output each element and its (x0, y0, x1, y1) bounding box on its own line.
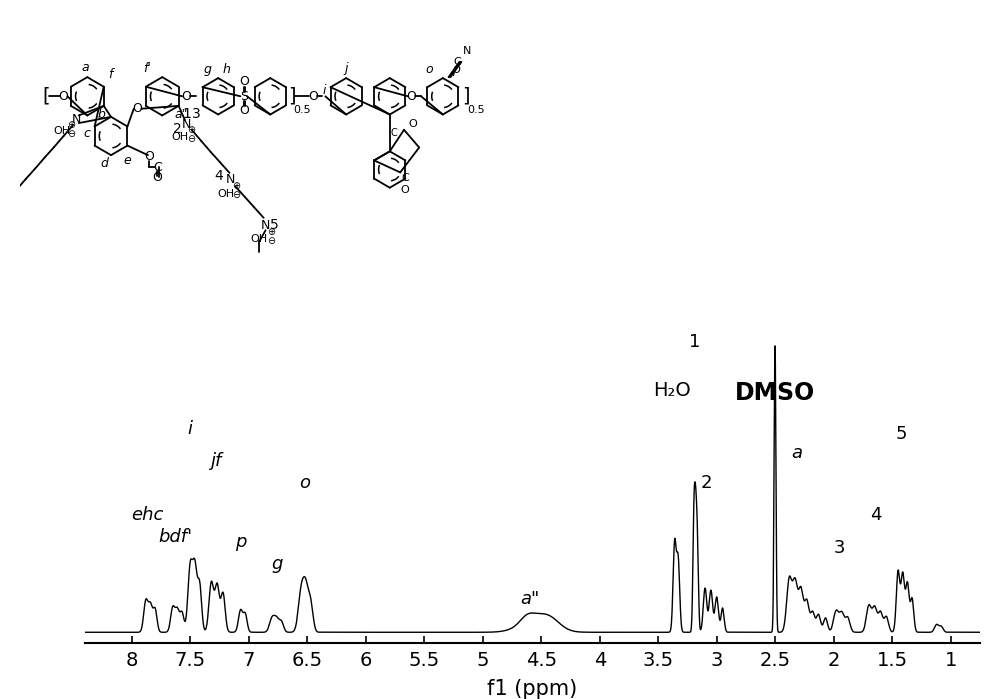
Text: o: o (426, 63, 433, 76)
Text: 1: 1 (182, 106, 191, 120)
Text: 5: 5 (270, 217, 278, 231)
Text: a": a" (520, 591, 539, 609)
Text: f: f (108, 69, 112, 81)
Text: p: p (235, 533, 246, 552)
Text: jf: jf (210, 452, 222, 470)
Text: a: a (791, 444, 802, 462)
Text: C: C (153, 161, 162, 173)
Text: ⊕: ⊕ (188, 125, 196, 136)
Text: N: N (462, 46, 471, 56)
Text: C: C (401, 173, 409, 183)
Text: i: i (323, 84, 326, 97)
Text: OH: OH (217, 189, 234, 199)
Text: N: N (182, 117, 192, 131)
Text: 1: 1 (689, 333, 700, 352)
Text: O: O (59, 89, 69, 103)
Text: f': f' (143, 62, 151, 75)
Text: OH: OH (251, 234, 268, 244)
Text: j: j (344, 62, 348, 75)
Text: O: O (181, 89, 191, 103)
Text: O: O (133, 102, 143, 115)
Text: N: N (261, 219, 270, 232)
Text: 0.5: 0.5 (467, 105, 485, 115)
Text: ⊕: ⊕ (267, 226, 275, 237)
Text: 4: 4 (870, 506, 882, 524)
Text: O: O (408, 119, 417, 129)
Text: 3: 3 (834, 539, 845, 556)
Text: C: C (453, 57, 461, 67)
Text: a: a (81, 61, 89, 74)
Text: OH: OH (53, 127, 70, 136)
Text: ⊕: ⊕ (232, 181, 240, 192)
Text: ]: ] (288, 87, 296, 106)
Text: p: p (452, 63, 460, 76)
Text: ⊖: ⊖ (267, 236, 275, 246)
Text: b: b (98, 108, 105, 121)
Text: e: e (124, 154, 131, 167)
Text: DMSO: DMSO (735, 381, 815, 405)
Text: OH: OH (172, 132, 189, 143)
Text: bdf': bdf' (158, 528, 192, 546)
Text: S: S (240, 89, 248, 103)
Text: ehc: ehc (131, 506, 163, 524)
Text: 2: 2 (173, 122, 182, 136)
Text: O: O (308, 89, 318, 103)
Text: N: N (226, 173, 235, 186)
Text: H₂O: H₂O (653, 381, 691, 400)
Text: O: O (401, 185, 409, 194)
Text: 4: 4 (215, 168, 223, 182)
Text: o: o (299, 474, 310, 492)
Text: i: i (188, 419, 193, 438)
Text: 2: 2 (700, 474, 712, 492)
Text: 5: 5 (896, 425, 907, 443)
X-axis label: f1 (ppm): f1 (ppm) (487, 679, 578, 699)
Text: ⊖: ⊖ (67, 129, 75, 138)
Text: 0.5: 0.5 (294, 105, 311, 115)
Text: O: O (407, 89, 417, 103)
Text: C: C (390, 128, 397, 138)
Text: g: g (204, 63, 212, 76)
Text: d: d (100, 157, 108, 171)
Text: g: g (271, 555, 283, 572)
Text: [: [ (42, 87, 50, 106)
Text: 3: 3 (192, 108, 201, 122)
Text: ⊖: ⊖ (232, 190, 240, 200)
Text: ]: ] (462, 87, 469, 106)
Text: a": a" (174, 108, 188, 121)
Text: N: N (71, 113, 81, 126)
Text: O: O (239, 104, 249, 117)
Text: c: c (84, 127, 91, 140)
Text: O: O (153, 171, 162, 184)
Text: ⊕: ⊕ (67, 120, 75, 130)
Text: O: O (144, 150, 154, 163)
Text: O: O (239, 75, 249, 89)
Text: h: h (223, 63, 231, 76)
Text: ⊖: ⊖ (188, 134, 196, 145)
